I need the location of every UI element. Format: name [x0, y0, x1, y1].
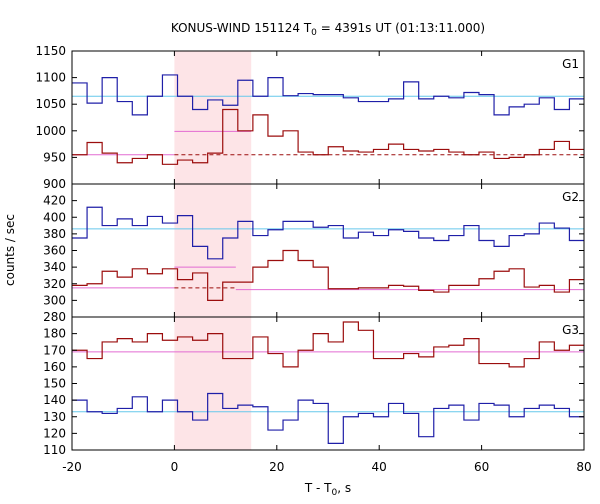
series-step-line-blue — [72, 392, 584, 444]
highlight-interval — [174, 51, 252, 450]
y-tick-label: 400 — [43, 210, 66, 224]
y-tick-label: 150 — [43, 377, 66, 391]
panel-label: G2 — [562, 190, 579, 204]
panel-label: G3 — [562, 323, 579, 337]
x-tick-label: -20 — [62, 460, 82, 474]
y-tick-label: 360 — [43, 244, 66, 258]
y-tick-label: 160 — [43, 360, 66, 374]
y-tick-label: 140 — [43, 393, 66, 407]
y-tick-label: 380 — [43, 227, 66, 241]
y-tick-label: 180 — [43, 327, 66, 341]
series-step-line-blue — [72, 74, 584, 116]
y-tick-label: 340 — [43, 260, 66, 274]
series-step-line-red — [72, 108, 584, 165]
y-tick-label: 900 — [43, 177, 66, 191]
y-tick-label: 1100 — [35, 71, 66, 85]
x-tick-label: 0 — [171, 460, 179, 474]
y-tick-label: 280 — [43, 310, 66, 324]
y-tick-label: 300 — [43, 293, 66, 307]
series-step-line-red — [72, 321, 584, 368]
panel-frame — [71, 50, 585, 185]
x-tick-label: 20 — [269, 460, 284, 474]
x-tick-label: 40 — [372, 460, 387, 474]
x-tick-label: 80 — [576, 460, 591, 474]
panel-frame — [71, 183, 585, 318]
y-tick-label: 950 — [43, 150, 66, 164]
y-tick-label: 1050 — [35, 97, 66, 111]
panel-label: G1 — [562, 57, 579, 71]
y-tick-label: 130 — [43, 410, 66, 424]
y-tick-label: 1000 — [35, 124, 66, 138]
y-axis-label: counts / sec — [3, 214, 17, 286]
series-step-line-blue — [72, 206, 584, 260]
plot-layer: 9009501000105011001150G12803003203403603… — [35, 44, 591, 474]
series-step-line-red — [72, 249, 584, 301]
panel-g3: 110 120 130 140 150 160 170 180 G3 — [43, 316, 585, 457]
x-tick-label: 60 — [474, 460, 489, 474]
y-tick-label: 420 — [43, 194, 66, 208]
panel-g2: 280 300 320 340 360 380 400 420 G2 — [43, 183, 585, 324]
chart-title: KONUS-WIND 151124 T0 = 4391s UT (01:13:1… — [171, 21, 485, 38]
y-tick-label: 320 — [43, 277, 66, 291]
x-axis-label: T - T0, s — [304, 481, 351, 498]
y-tick-label: 1150 — [35, 44, 66, 58]
y-tick-label: 170 — [43, 343, 66, 357]
panel-g1: 900 950 1000 1050 1100 1150 G1 — [35, 44, 585, 191]
y-tick-label: 120 — [43, 426, 66, 440]
y-tick-label: 110 — [43, 443, 66, 457]
